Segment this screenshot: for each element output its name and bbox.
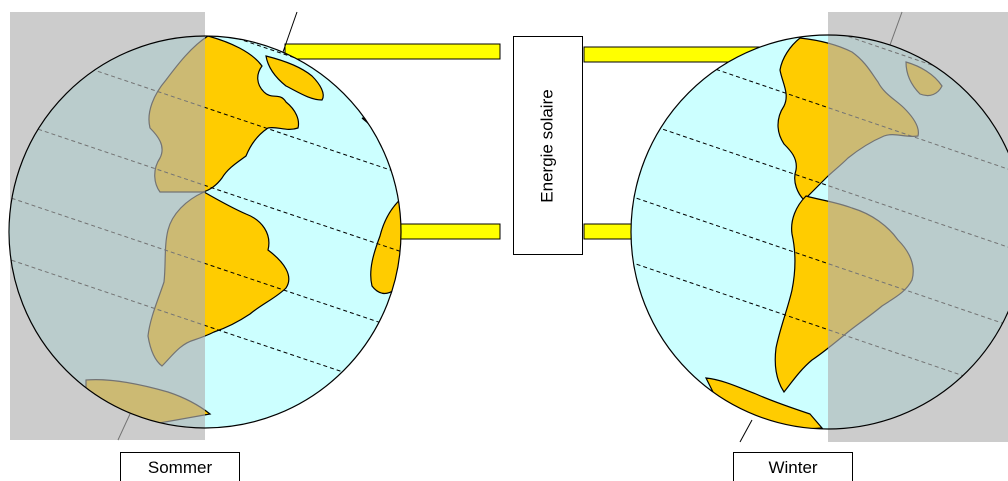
sunbeam-right-lower — [583, 223, 633, 240]
sunbeam-left-upper — [284, 43, 501, 60]
energy-label-box: Energie solaire — [513, 36, 583, 255]
night-shadow-summer — [10, 12, 205, 440]
season-label-summer: Sommer — [120, 452, 240, 481]
season-label-winter: Winter — [733, 452, 853, 481]
globe-summer — [8, 11, 402, 441]
axis-line-winter-bottom — [739, 419, 753, 443]
landmass-africa-edge-summer — [370, 194, 401, 295]
night-shadow-winter — [828, 12, 1008, 442]
energy-label: Energie solaire — [538, 88, 557, 203]
sunbeam-left-lower — [395, 223, 501, 240]
globe-winter — [630, 11, 1008, 443]
globe-outline-winter — [630, 34, 1008, 430]
landmass-antarctica-winter — [704, 377, 824, 429]
globe-outline-summer — [8, 35, 402, 429]
axis-line-summer-top — [282, 11, 298, 53]
landmass-greenland-summer — [265, 55, 324, 101]
sunbeams-left — [284, 43, 501, 240]
